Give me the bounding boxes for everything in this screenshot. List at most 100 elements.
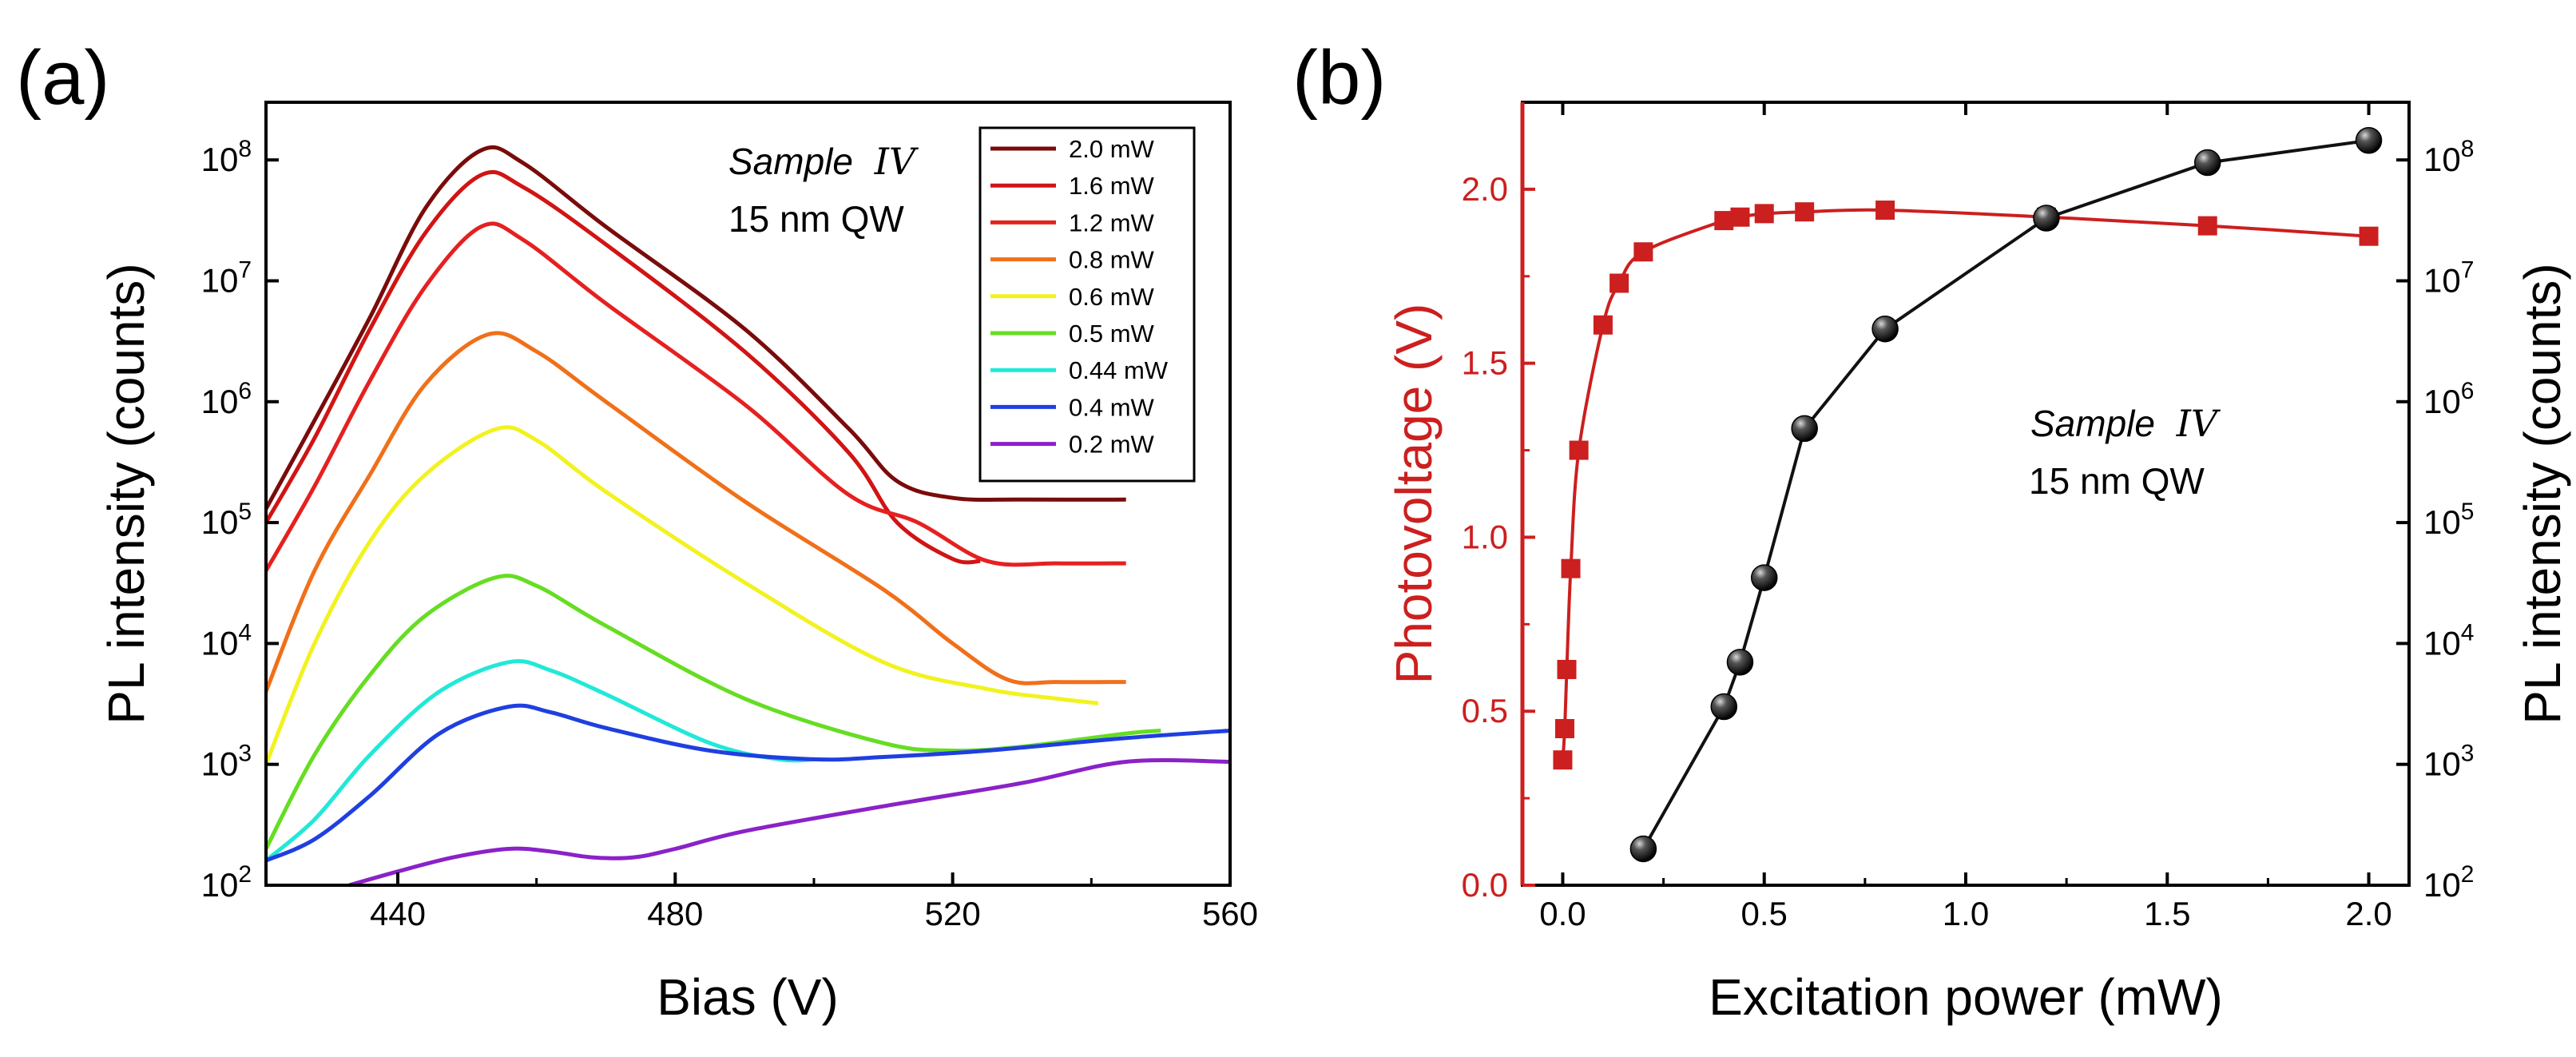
photovoltage-point <box>1593 315 1613 335</box>
tick-label: 102 <box>201 861 252 904</box>
legend-label: 0.44 mW <box>1069 356 1169 384</box>
series-line-2-0-mW <box>264 145 1126 511</box>
panel-b-x-title: Excitation power (mW) <box>1709 968 2223 1026</box>
tick-base: 10 <box>2423 745 2461 783</box>
panel-a-annotation-well: 15 nm QW <box>728 198 904 240</box>
tick-base: 10 <box>2423 383 2461 420</box>
panel-b-right-y-title: PL intensity (counts) <box>2514 263 2571 724</box>
tick-exponent: 2 <box>238 861 252 888</box>
pl-intensity-point <box>2193 149 2221 177</box>
tick-exponent: 4 <box>2461 619 2475 646</box>
pl-intensity-point <box>1871 315 1899 343</box>
legend-label: 1.6 mW <box>1069 172 1155 200</box>
pl-intensity-point <box>1710 693 1738 721</box>
sample-word: Sample <box>2030 403 2155 444</box>
pl-intensity-point <box>1791 415 1818 443</box>
x-tick-label: 0.5 <box>1741 895 1788 932</box>
tick-label: 102 <box>2423 861 2474 904</box>
photovoltage-point <box>1754 204 1774 224</box>
sample-id: IV <box>2176 402 2221 445</box>
legend-label: 0.4 mW <box>1069 393 1155 421</box>
panel-a-label: (a) <box>16 35 109 121</box>
tick-exponent: 3 <box>238 741 252 767</box>
legend-label: 0.6 mW <box>1069 283 1155 311</box>
pl-intensity-point <box>1629 835 1657 863</box>
panel-b-annotation-well: 15 nm QW <box>2029 460 2205 502</box>
tick-label: 103 <box>2423 741 2474 783</box>
panel-b-x-ticks: 0.0 0.5 1.0 1.5 2.0 <box>1539 102 2392 932</box>
panel-a-x-ticks: 440 480 520 560 <box>370 872 1258 932</box>
pl-intensity-line <box>1641 138 2369 850</box>
tick-label: 105 <box>2423 499 2474 541</box>
photovoltage-point <box>1714 211 1734 231</box>
tick-base: 10 <box>201 624 239 662</box>
photovoltage-point <box>1557 659 1577 679</box>
tick-exponent: 6 <box>238 378 252 404</box>
photovoltage-point <box>1795 202 1815 222</box>
left-y-tick-label: 1.0 <box>1462 518 1508 555</box>
x-tick-label: 520 <box>925 895 981 932</box>
panel-b-frame <box>1521 101 2411 887</box>
panel-a-frame <box>264 101 1232 887</box>
tick-exponent: 4 <box>238 619 252 646</box>
pl-intensity-point <box>1750 564 1778 591</box>
tick-label: 106 <box>201 378 252 420</box>
photovoltage-point <box>2359 226 2379 246</box>
sample-word: Sample <box>728 141 853 182</box>
series-line-0-5-mW <box>264 574 1161 850</box>
panel-b: (b) 0.0 0.5 1.0 1.5 2.0 0.00.51.01.52.0 1021… <box>1292 35 2571 1026</box>
tick-exponent: 8 <box>238 136 252 162</box>
series-line-0-44-mW <box>264 659 815 863</box>
tick-exponent: 7 <box>238 256 252 283</box>
photovoltage-point <box>1633 242 1653 262</box>
photovoltage-point <box>1730 207 1750 227</box>
tick-base: 10 <box>201 866 239 904</box>
x-tick-label: 2.0 <box>2345 895 2391 932</box>
tick-label: 106 <box>2423 378 2474 420</box>
left-y-tick-label: 0.0 <box>1462 866 1508 904</box>
panel-a-legend: 2.0 mW 1.6 mW 1.2 mW 0.8 mW 0.6 mW 0.5 mW 0.44… <box>978 126 1196 483</box>
left-y-tick-label: 0.5 <box>1462 692 1508 729</box>
tick-base: 10 <box>201 261 239 299</box>
panel-a-annotation-sample: Sample IV <box>728 140 919 183</box>
legend-label: 1.2 mW <box>1069 209 1155 236</box>
panel-b-annotation-sample: Sample IV <box>2030 402 2221 445</box>
panel-a-x-title: Bias (V) <box>657 968 839 1026</box>
panel-b-plot-area <box>1553 127 2383 863</box>
panel-b-left-y-title: Photovoltage (V) <box>1385 304 1443 685</box>
tick-label: 104 <box>201 619 252 662</box>
tick-exponent: 7 <box>2461 256 2475 283</box>
panel-a-plot-area <box>264 145 1231 888</box>
pl-intensity-point <box>2033 205 2060 232</box>
tick-exponent: 5 <box>2461 499 2475 525</box>
tick-label: 107 <box>201 256 252 299</box>
left-y-tick-label: 1.5 <box>1462 344 1508 382</box>
tick-exponent: 2 <box>2461 861 2475 888</box>
legend-label: 0.2 mW <box>1069 431 1155 459</box>
tick-base: 10 <box>2423 141 2461 178</box>
series-line-0-8-mW <box>264 331 1126 693</box>
left-y-tick-label: 2.0 <box>1462 170 1508 208</box>
panel-b-left-y-ticks: 0.0 0.5 1.0 1.5 2.0 <box>1462 170 1535 904</box>
tick-base: 10 <box>2423 866 2461 904</box>
x-tick-label: 1.0 <box>1943 895 1989 932</box>
photovoltage-point <box>1561 558 1581 578</box>
photovoltage-point <box>1569 440 1589 460</box>
photovoltage-series <box>1553 201 2379 770</box>
pl-intensity-point <box>2355 127 2383 154</box>
legend-label: 0.5 mW <box>1069 320 1155 348</box>
panel-a-y-title: PL intensity (counts) <box>97 263 155 724</box>
pl-intensity-series <box>1629 127 2383 863</box>
tick-label: 104 <box>2423 619 2474 662</box>
legend-label: 2.0 mW <box>1069 135 1155 163</box>
tick-base: 10 <box>201 141 239 178</box>
tick-base: 10 <box>2423 624 2461 662</box>
tick-label: 103 <box>201 741 252 783</box>
series-line-0-6-mW <box>264 425 1099 765</box>
tick-base: 10 <box>201 383 239 420</box>
legend-label: 0.8 mW <box>1069 246 1155 274</box>
x-tick-label: 0.0 <box>1539 895 1586 932</box>
